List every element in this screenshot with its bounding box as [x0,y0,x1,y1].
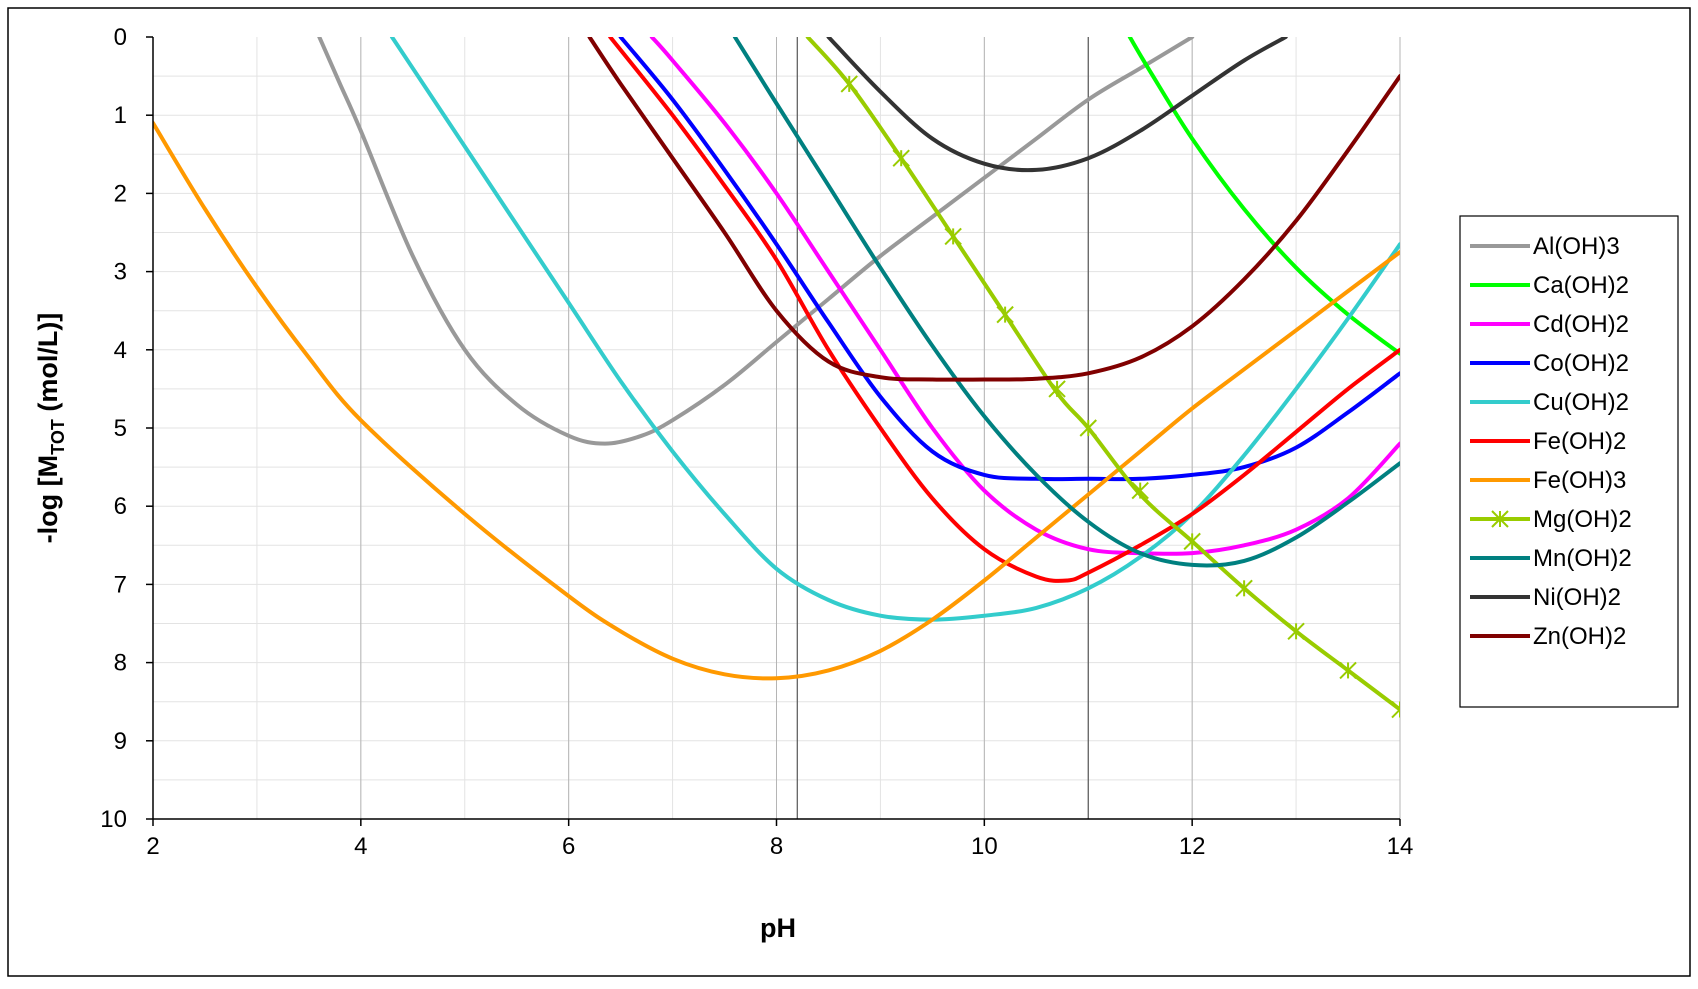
legend-label-fe-oh-2: Fe(OH)2 [1533,428,1626,455]
y-tick-label: 10 [100,806,127,833]
y-tick-label: 4 [114,337,127,364]
legend-label-zn-oh-2: Zn(OH)2 [1533,623,1626,650]
x-tick-label: 2 [146,833,159,860]
legend-label-ca-oh-2: Ca(OH)2 [1533,272,1629,299]
series-line-fe-oh-3 [153,121,1400,681]
series-marker-mg-oh-2 [1339,661,1357,680]
series-marker-mg-oh-2 [892,149,910,167]
legend-marker-mg-oh-2 [1491,510,1509,528]
series-layer [153,37,1400,719]
series-marker-mg-oh-2 [840,75,858,93]
x-tick-label: 10 [971,833,998,860]
series-marker-mg-oh-2 [1391,700,1400,719]
legend-label-cu-oh-2: Cu(OH)2 [1533,389,1629,416]
series-line-cd-oh-2 [649,37,1400,556]
legend-label-mn-oh-2: Mn(OH)2 [1533,545,1632,572]
x-tick-label: 14 [1387,833,1414,860]
series-marker-mg-oh-2 [1131,481,1149,500]
series-marker-mg-oh-2 [1287,622,1305,641]
legend-items: Al(OH)3 Ca(OH)2 Cd(OH)2 Co(OH)2 Cu(OH)2 Fe(OH… [1470,233,1632,650]
legend-label-fe-oh-3: Fe(OH)3 [1533,467,1626,494]
legend: Al(OH)3 Ca(OH)2 Cd(OH)2 Co(OH)2 Cu(OH)2 Fe(OH… [1459,215,1679,708]
legend-label-cd-oh-2: Cd(OH)2 [1533,311,1629,338]
series-marker-mg-oh-2 [944,227,962,246]
legend-label-al-oh-3: Al(OH)3 [1533,233,1620,260]
x-tick-label: 8 [770,833,783,860]
y-tick-label: 1 [114,102,127,129]
series-line-ca-oh-2 [1127,37,1400,356]
legend-label-ni-oh-2: Ni(OH)2 [1533,584,1621,611]
series-marker-mg-oh-2 [1079,419,1097,437]
x-tick-label: 12 [1179,833,1206,860]
series-marker-mg-oh-2 [1183,532,1201,551]
series-line-cu-oh-2 [390,37,1400,622]
series-marker-mg-oh-2 [1235,579,1253,598]
x-tick-label: 4 [354,833,367,860]
x-tick-label: 6 [562,833,575,860]
series-line-zn-oh-2 [587,37,1400,382]
y-axis-title-suffix: (mol/L)] [33,313,63,419]
y-axis-title-subscript: TOT [48,419,68,455]
y-tick-label: 6 [114,493,127,520]
y-tick-label: 0 [114,24,127,51]
series-line-fe-oh-2 [608,37,1400,583]
y-tick-label: 3 [114,259,127,286]
series-marker-mg-oh-2 [1048,380,1066,398]
y-axis-title: -log [MTOT (mol/L)] [33,313,68,544]
series-line-mn-oh-2 [732,37,1400,568]
axes-layer [146,36,1401,826]
y-tick-label: 9 [114,728,127,755]
series-line-ni-oh-2 [826,37,1288,173]
y-axis-title-prefix: -log [M [33,455,63,543]
series-marker-mg-oh-2 [996,305,1014,324]
y-tick-label: 5 [114,415,127,442]
legend-label-co-oh-2: Co(OH)2 [1533,350,1629,377]
y-tick-label: 7 [114,571,127,598]
series-line-al-oh-3 [317,37,1195,446]
legend-label-mg-oh-2: Mg(OH)2 [1533,506,1632,533]
y-tick-label: 8 [114,650,127,677]
y-tick-label: 2 [114,180,127,207]
legend-box [1459,215,1679,708]
grid-layer [153,37,1401,819]
x-axis-title: pH [760,913,796,943]
